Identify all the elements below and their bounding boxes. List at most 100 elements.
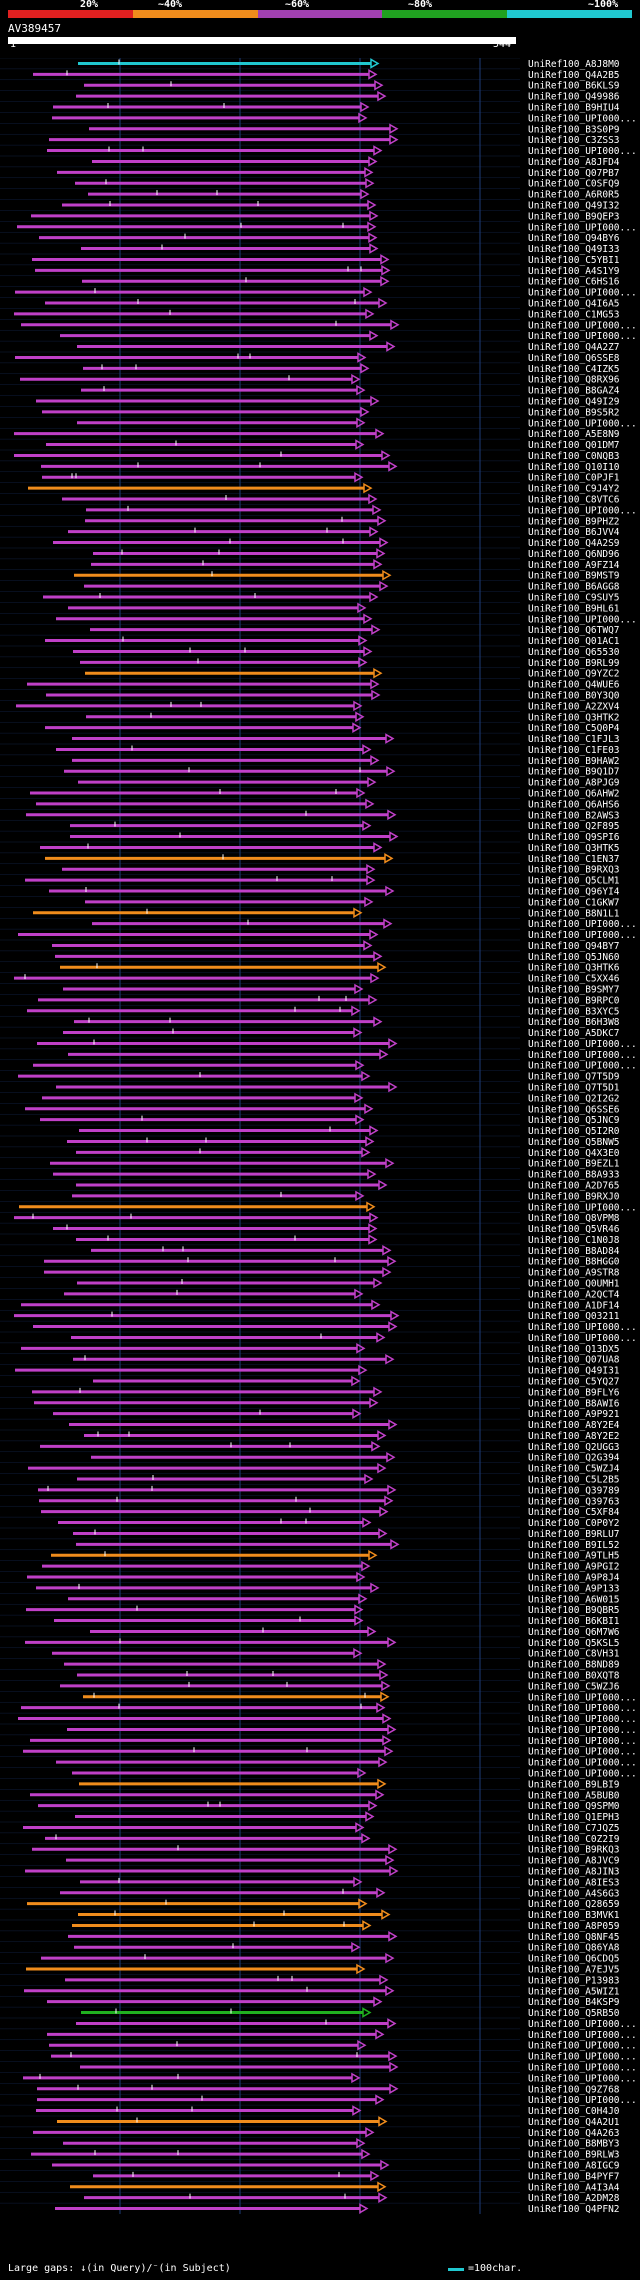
hit-label[interactable]: UniRef100_Q49I31: [528, 1366, 620, 1377]
hit-label[interactable]: UniRef100_UPI000...: [528, 1725, 637, 1736]
hit-label[interactable]: UniRef100_A2DM28: [528, 2193, 620, 2204]
hit-label[interactable]: UniRef100_A5WIZ1: [528, 1986, 620, 1997]
hit-label[interactable]: UniRef100_C0Z2I9: [528, 1834, 620, 1845]
hit-label[interactable]: UniRef100_C1N0J8: [528, 1235, 620, 1246]
hit-label[interactable]: UniRef100_A9PGI2: [528, 1562, 620, 1573]
hit-label[interactable]: UniRef100_A9P133: [528, 1583, 620, 1594]
hit-label[interactable]: UniRef100_Q6AHW2: [528, 789, 620, 800]
hit-label[interactable]: UniRef100_Q39789: [528, 1485, 620, 1496]
hit-label[interactable]: UniRef100_A8J8M0: [528, 59, 620, 70]
hit-label[interactable]: UniRef100_Q7T5D9: [528, 1072, 620, 1083]
hit-label[interactable]: UniRef100_Q8VPM8: [528, 1213, 620, 1224]
hit-label[interactable]: UniRef100_Q6TWQ7: [528, 625, 620, 636]
hit-label[interactable]: UniRef100_UPI000...: [528, 1039, 637, 1050]
hit-label[interactable]: UniRef100_B9PHZ2: [528, 516, 620, 527]
hit-label[interactable]: UniRef100_A9P921: [528, 1409, 620, 1420]
hit-label[interactable]: UniRef100_A8JIN3: [528, 1867, 620, 1878]
hit-label[interactable]: UniRef100_A5E8N9: [528, 429, 620, 440]
hit-label[interactable]: UniRef100_Q9YZC2: [528, 669, 620, 680]
hit-label[interactable]: UniRef100_Q5JN60: [528, 952, 620, 963]
hit-label[interactable]: UniRef100_B9MST9: [528, 571, 620, 582]
hit-label[interactable]: UniRef100_B0Y3Q0: [528, 691, 620, 702]
hit-label[interactable]: UniRef100_Q4A2B5: [528, 70, 620, 81]
hit-label[interactable]: UniRef100_Q7T5D1: [528, 1083, 620, 1094]
hit-label[interactable]: UniRef100_Q4A2S9: [528, 538, 620, 549]
hit-label[interactable]: UniRef100_C8VH31: [528, 1649, 620, 1660]
hit-label[interactable]: UniRef100_Q6M7W6: [528, 1627, 620, 1638]
hit-label[interactable]: UniRef100_B6H3W8: [528, 1017, 620, 1028]
hit-label[interactable]: UniRef100_UPI000...: [528, 113, 637, 124]
hit-label[interactable]: UniRef100_B9Q1D7: [528, 767, 620, 778]
hit-label[interactable]: UniRef100_C5Q0P4: [528, 723, 620, 734]
hit-label[interactable]: UniRef100_UPI000...: [528, 320, 637, 331]
hit-label[interactable]: UniRef100_UPI000...: [528, 614, 637, 625]
hit-label[interactable]: UniRef100_Q4A2Z7: [528, 342, 620, 353]
hit-label[interactable]: UniRef100_C0H4J0: [528, 2106, 620, 2117]
hit-label[interactable]: UniRef100_UPI000...: [528, 1736, 637, 1747]
hit-label[interactable]: UniRef100_C5YQ27: [528, 1377, 620, 1388]
hit-label[interactable]: UniRef100_Q94BY6: [528, 233, 620, 244]
hit-label[interactable]: UniRef100_C0P0Y2: [528, 1518, 620, 1529]
hit-label[interactable]: UniRef100_UPI000...: [528, 1714, 637, 1725]
hit-label[interactable]: UniRef100_C8VTC6: [528, 495, 620, 506]
hit-label[interactable]: UniRef100_Q4A263: [528, 2128, 620, 2139]
hit-label[interactable]: UniRef100_Q49986: [528, 92, 620, 103]
hit-label[interactable]: UniRef100_UPI000...: [528, 1758, 637, 1769]
hit-label[interactable]: UniRef100_C1MG53: [528, 309, 620, 320]
hit-label[interactable]: UniRef100_Q6SSE8: [528, 353, 620, 364]
hit-label[interactable]: UniRef100_Q5BNW5: [528, 1137, 620, 1148]
hit-label[interactable]: UniRef100_Q94BY7: [528, 941, 620, 952]
hit-label[interactable]: UniRef100_C3ZSS3: [528, 135, 620, 146]
hit-label[interactable]: UniRef100_UPI000...: [528, 2019, 637, 2030]
hit-label[interactable]: UniRef100_B9RLU7: [528, 1529, 620, 1540]
hit-label[interactable]: UniRef100_A4I3A4: [528, 2182, 620, 2193]
hit-label[interactable]: UniRef100_UPI000...: [528, 930, 637, 941]
hit-label[interactable]: UniRef100_Q3HTK5: [528, 843, 620, 854]
hit-label[interactable]: UniRef100_A8PJG9: [528, 778, 620, 789]
hit-label[interactable]: UniRef100_B3S0P9: [528, 124, 620, 135]
hit-label[interactable]: UniRef100_Q28659: [528, 1899, 620, 1910]
hit-label[interactable]: UniRef100_A9STR8: [528, 1268, 620, 1279]
hit-label[interactable]: UniRef100_Q9SPI6: [528, 832, 620, 843]
hit-label[interactable]: UniRef100_UPI000...: [528, 1769, 637, 1780]
hit-label[interactable]: UniRef100_UPI000...: [528, 222, 637, 233]
hit-label[interactable]: UniRef100_C5L2B5: [528, 1475, 620, 1486]
hit-label[interactable]: UniRef100_C4IZK5: [528, 364, 620, 375]
hit-label[interactable]: UniRef100_Q86YA8: [528, 1943, 620, 1954]
hit-label[interactable]: UniRef100_Q5VR46: [528, 1224, 620, 1235]
hit-label[interactable]: UniRef100_Q01DM7: [528, 440, 620, 451]
hit-label[interactable]: UniRef100_Q8NF45: [528, 1932, 620, 1943]
hit-label[interactable]: UniRef100_B9QEP3: [528, 211, 620, 222]
hit-label[interactable]: UniRef100_A2ZXV4: [528, 701, 620, 712]
hit-label[interactable]: UniRef100_A2QCT4: [528, 1289, 620, 1300]
hit-label[interactable]: UniRef100_UPI000...: [528, 1322, 637, 1333]
hit-label[interactable]: UniRef100_B6KLS9: [528, 81, 620, 92]
hit-label[interactable]: UniRef100_Q9Z768: [528, 2084, 620, 2095]
hit-label[interactable]: UniRef100_B9RXQ3: [528, 865, 620, 876]
hit-label[interactable]: UniRef100_A8JVC9: [528, 1856, 620, 1867]
hit-label[interactable]: UniRef100_UPI000...: [528, 288, 637, 299]
hit-label[interactable]: UniRef100_UPI000...: [528, 2095, 637, 2106]
hit-label[interactable]: UniRef100_UPI000...: [528, 1703, 637, 1714]
hit-label[interactable]: UniRef100_Q10I10: [528, 462, 620, 473]
hit-label[interactable]: UniRef100_Q4WUE6: [528, 680, 620, 691]
hit-label[interactable]: UniRef100_Q49I33: [528, 244, 620, 255]
hit-label[interactable]: UniRef100_C5YBI1: [528, 255, 620, 266]
hit-label[interactable]: UniRef100_B9LBI9: [528, 1779, 620, 1790]
hit-label[interactable]: UniRef100_B9QBR5: [528, 1605, 620, 1616]
hit-label[interactable]: UniRef100_A8IGC9: [528, 2161, 620, 2172]
hit-label[interactable]: UniRef100_UPI000...: [528, 146, 637, 157]
hit-label[interactable]: UniRef100_Q3HTK6: [528, 963, 620, 974]
hit-label[interactable]: UniRef100_A8P059: [528, 1921, 620, 1932]
hit-label[interactable]: UniRef100_B2AWS3: [528, 810, 620, 821]
hit-label[interactable]: UniRef100_UPI000...: [528, 1333, 637, 1344]
hit-label[interactable]: UniRef100_C9J4Y2: [528, 484, 620, 495]
hit-label[interactable]: UniRef100_Q4I6A5: [528, 299, 620, 310]
hit-label[interactable]: UniRef100_UPI000...: [528, 1692, 637, 1703]
hit-label[interactable]: UniRef100_A9P8J4: [528, 1573, 620, 1584]
hit-label[interactable]: UniRef100_A9TLH5: [528, 1551, 620, 1562]
hit-label[interactable]: UniRef100_C9SUY5: [528, 593, 620, 604]
hit-label[interactable]: UniRef100_P13983: [528, 1975, 620, 1986]
hit-label[interactable]: UniRef100_UPI000...: [528, 505, 637, 516]
hit-label[interactable]: UniRef100_UPI000...: [528, 331, 637, 342]
